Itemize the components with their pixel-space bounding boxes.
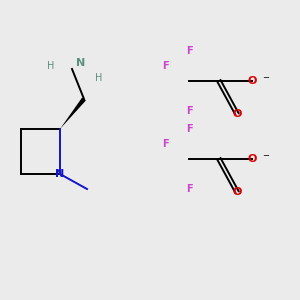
Text: N: N xyxy=(76,58,85,68)
Text: F: F xyxy=(186,106,192,116)
Text: −: − xyxy=(262,74,269,82)
Text: F: F xyxy=(162,61,168,71)
Text: O: O xyxy=(247,76,257,86)
Text: −: − xyxy=(262,152,269,160)
Text: F: F xyxy=(186,184,192,194)
Text: F: F xyxy=(186,124,192,134)
Text: O: O xyxy=(232,187,242,197)
Text: F: F xyxy=(186,46,192,56)
Polygon shape xyxy=(60,98,86,129)
Text: N: N xyxy=(56,169,64,179)
Text: F: F xyxy=(162,139,168,149)
Text: H: H xyxy=(95,73,103,83)
Text: O: O xyxy=(247,154,257,164)
Text: O: O xyxy=(232,109,242,119)
Text: H: H xyxy=(47,61,55,71)
